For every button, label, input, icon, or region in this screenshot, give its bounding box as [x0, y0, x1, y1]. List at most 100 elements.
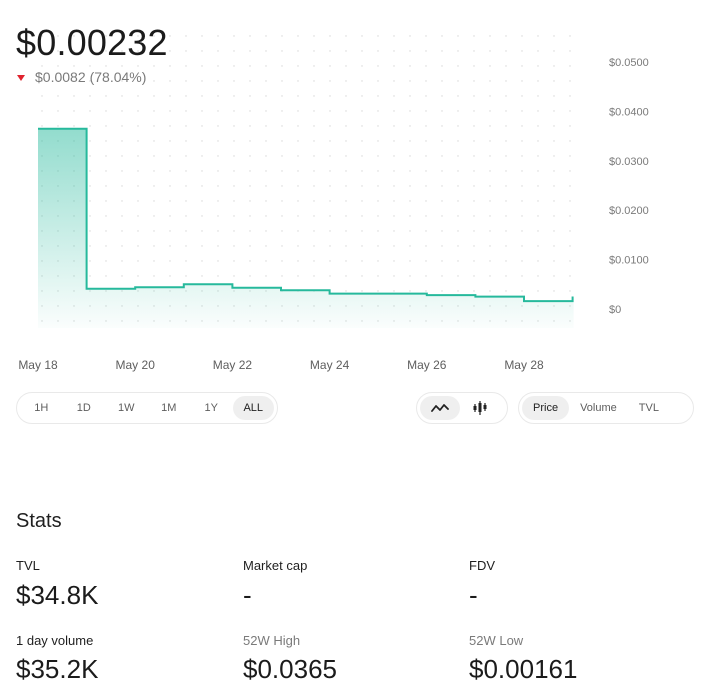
grid-dot: [233, 35, 235, 37]
grid-dot: [569, 65, 571, 67]
grid-dot: [201, 215, 203, 217]
grid-dot: [377, 170, 379, 172]
grid-dot: [473, 215, 475, 217]
grid-dot: [297, 110, 299, 112]
timeframe-1m-button[interactable]: 1M: [161, 402, 177, 414]
grid-dot: [489, 245, 491, 247]
grid-dot: [505, 185, 507, 187]
grid-dot: [393, 65, 395, 67]
grid-dot: [41, 50, 43, 52]
chart-area-fill: [38, 128, 574, 328]
grid-dot: [169, 140, 171, 142]
grid-dot: [393, 200, 395, 202]
grid-dot: [217, 65, 219, 67]
grid-dot: [121, 140, 123, 142]
grid-dot: [169, 230, 171, 232]
grid-dot: [425, 65, 427, 67]
timeframe-1y-button[interactable]: 1Y: [204, 402, 218, 414]
timeframe-all-button[interactable]: ALL: [232, 396, 275, 420]
grid-dot: [121, 95, 123, 97]
grid-dot: [297, 260, 299, 262]
grid-dot: [89, 155, 91, 157]
grid-dot: [57, 35, 59, 37]
grid-dot: [265, 140, 267, 142]
grid-dot: [377, 200, 379, 202]
grid-dot: [473, 110, 475, 112]
grid-dot: [185, 185, 187, 187]
grid-dot: [345, 185, 347, 187]
grid-dot: [393, 35, 395, 37]
grid-dot: [201, 260, 203, 262]
grid-dot: [521, 170, 523, 172]
grid-dot: [457, 215, 459, 217]
grid-dot: [361, 65, 363, 67]
grid-dot: [457, 125, 459, 127]
grid-dot: [313, 80, 315, 82]
grid-dot: [345, 80, 347, 82]
grid-dot: [233, 95, 235, 97]
grid-dot: [57, 110, 59, 112]
grid-dot: [169, 50, 171, 52]
grid-dot: [425, 35, 427, 37]
grid-dot: [185, 50, 187, 52]
grid-dot: [201, 200, 203, 202]
grid-dot: [489, 155, 491, 157]
price-chart[interactable]: $0.0500 $0.0400 $0.0300 $0.0200 $0.0100 $0 Ma…: [0, 0, 719, 380]
grid-dot: [137, 80, 139, 82]
grid-dot: [89, 200, 91, 202]
grid-dot: [121, 155, 123, 157]
timeframe-1h-button[interactable]: 1H: [34, 402, 49, 414]
grid-dot: [441, 215, 443, 217]
grid-dot: [457, 245, 459, 247]
grid-dot: [249, 275, 251, 277]
grid-dot: [553, 125, 555, 127]
grid-dot: [105, 50, 107, 52]
grid-dot: [313, 110, 315, 112]
grid-dot: [313, 230, 315, 232]
metric-tvl-button[interactable]: TVL: [638, 402, 659, 414]
chart-price-line: [38, 127, 574, 303]
x-tick-label: May 22: [213, 358, 253, 372]
grid-dot: [345, 155, 347, 157]
grid-dot: [409, 230, 411, 232]
grid-dot: [537, 275, 539, 277]
grid-dot: [249, 245, 251, 247]
grid-dot: [361, 35, 363, 37]
metric-price-button[interactable]: Price: [522, 396, 570, 420]
grid-dot: [393, 110, 395, 112]
grid-dot: [473, 245, 475, 247]
grid-dot: [233, 260, 235, 262]
grid-dot: [361, 230, 363, 232]
grid-dot: [265, 185, 267, 187]
metric-volume-button[interactable]: Volume: [580, 402, 617, 414]
grid-dot: [361, 185, 363, 187]
grid-dot: [505, 80, 507, 82]
grid-dot: [553, 140, 555, 142]
grid-dot: [121, 80, 123, 82]
grid-dot: [265, 35, 267, 37]
grid-dot: [441, 50, 443, 52]
grid-dot: [73, 125, 75, 127]
grid-dot: [153, 200, 155, 202]
grid-dot: [441, 95, 443, 97]
grid-dot: [409, 200, 411, 202]
line-chart-button[interactable]: [420, 396, 460, 420]
y-tick-label: $0.0100: [609, 255, 649, 267]
grid-dot: [553, 110, 555, 112]
timeframe-1w-button[interactable]: 1W: [118, 402, 135, 414]
grid-dot: [89, 80, 91, 82]
grid-dot: [457, 275, 459, 277]
grid-dot: [505, 125, 507, 127]
grid-dot: [537, 50, 539, 52]
grid-dot: [489, 80, 491, 82]
grid-dot: [313, 65, 315, 67]
timeframe-1d-button[interactable]: 1D: [76, 402, 91, 414]
grid-dot: [393, 230, 395, 232]
tvl-value: $34.8K: [16, 580, 99, 610]
grid-dot: [169, 170, 171, 172]
grid-dot: [361, 215, 363, 217]
grid-dot: [153, 35, 155, 37]
grid-dot: [281, 110, 283, 112]
grid-dot: [473, 125, 475, 127]
candlestick-chart-button[interactable]: [460, 396, 500, 420]
